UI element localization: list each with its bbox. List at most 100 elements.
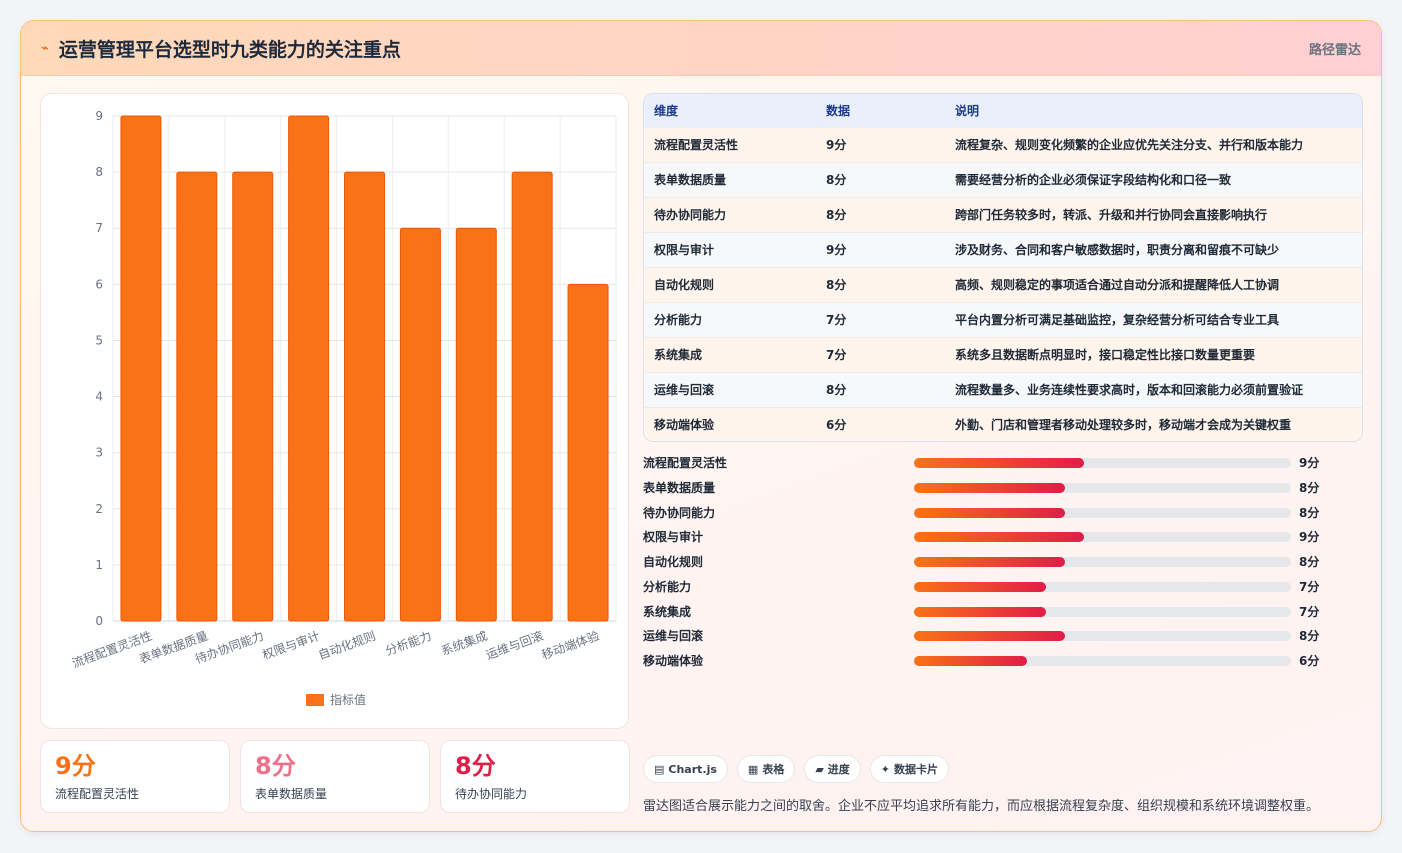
progress-fill <box>914 458 1084 468</box>
table-cell: 8分 <box>826 383 847 397</box>
table-cell: 涉及财务、合同和客户敏感数据时，职责分离和留痕不可缺少 <box>955 243 1280 257</box>
tag-pills: ▤ Chart.js ▦ 表格 ▰ 进度 ✦ 数据卡片 <box>643 755 950 783</box>
table-row: 移动端体验 6分 外勤、门店和管理者移动处理较多时，移动端才会成为关键权重 <box>644 407 1362 441</box>
table-cell: 自动化规则 <box>654 278 715 292</box>
progress-track <box>914 656 1291 666</box>
stat-value: 9分 <box>55 752 96 780</box>
stat-label: 流程配置灵活性 <box>55 787 140 801</box>
legend-swatch <box>306 694 324 706</box>
table-cell: 7分 <box>826 313 847 327</box>
y-tick-label: 8 <box>95 165 103 179</box>
table-cell: 6分 <box>826 418 847 433</box>
progress-label: 自动化规则 <box>643 555 704 569</box>
progress-track <box>914 532 1291 543</box>
table-cell: 平台内置分析可满足基础监控，复杂经营分析可结合专业工具 <box>955 313 1280 327</box>
x-tick-label: 分析能力 <box>384 629 434 659</box>
stat-value: 8分 <box>455 752 496 780</box>
tag-pill-label: Chart.js <box>668 762 717 776</box>
progress-row: 分析能力 7分 <box>643 575 1363 600</box>
progress-row: 流程配置灵活性 9分 <box>643 451 1363 476</box>
progress-track <box>914 458 1291 468</box>
tag-pill[interactable]: ▦ 表格 <box>736 755 796 783</box>
y-tick-label: 7 <box>95 221 103 235</box>
table-row: 运维与回滚 8分 流程数量多、业务连续性要求高时，版本和回滚能力必须前置验证 <box>644 372 1362 407</box>
tag-pill[interactable]: ✦ 数据卡片 <box>869 755 950 783</box>
tag-pill-label: 表格 <box>762 763 785 776</box>
y-tick-label: 2 <box>95 502 103 516</box>
tag-pill-label: 进度 <box>827 763 850 776</box>
progress-track <box>914 482 1291 493</box>
bar-chart-panel: 0 1 2 3 4 5 6 7 8 9 流程配置灵活性 表单数据质量 待办协同能力 权限与审计 自动化规则分… <box>40 93 629 729</box>
progress-fill <box>914 532 1084 543</box>
progress-value: 8分 <box>1299 505 1320 520</box>
bar <box>176 171 218 622</box>
progress-fill <box>914 581 1046 592</box>
legend-label: 指标值 <box>330 692 366 707</box>
progress-value: 7分 <box>1299 579 1320 594</box>
table-cell: 系统集成 <box>654 348 703 362</box>
stat-label: 表单数据质量 <box>255 787 328 801</box>
stat-label: 待办协同能力 <box>455 787 528 801</box>
table-cell: 权限与审计 <box>654 243 715 257</box>
progress-track <box>914 631 1291 642</box>
x-tick-label: 权限与审计 <box>260 628 322 663</box>
table-cell: 运维与回滚 <box>654 383 715 397</box>
progress-fill <box>914 557 1065 567</box>
table-row: 分析能力 7分 平台内置分析可满足基础监控，复杂经营分析可结合专业工具 <box>644 302 1362 337</box>
progress-track <box>914 581 1291 592</box>
table-cell: 9分 <box>826 138 847 152</box>
bar-chart: 0123456789流程配置灵活性表单数据质量待办协同能力权限与审计自动化规则分… <box>70 109 617 707</box>
table-header-row: 维度 数据 说明 <box>644 94 1362 127</box>
header: ⌁ 运营管理平台选型时九类能力的关注重点 路径雷达 <box>21 21 1381 76</box>
bar <box>399 227 441 622</box>
table-icon: ▦ <box>747 762 759 776</box>
table-cell: 7分 <box>826 348 847 362</box>
table-cell: 表单数据质量 <box>654 173 727 187</box>
tag-pill[interactable]: ▤ Chart.js <box>643 755 728 783</box>
progress-label: 系统集成 <box>643 604 692 619</box>
table-cell: 8分 <box>826 173 847 187</box>
x-tick-label: 自动化规则 <box>316 628 378 663</box>
progress-label: 分析能力 <box>643 579 692 594</box>
table-cell: 流程配置灵活性 <box>654 138 739 152</box>
table-cell: 系统多且数据断点明显时，接口稳定性比接口数量更重要 <box>955 348 1256 362</box>
zap-icon: ⌁ <box>41 40 49 56</box>
column-header: 维度 <box>654 103 679 118</box>
progress-row: 表单数据质量 8分 <box>643 476 1363 501</box>
table-cell: 流程复杂、规则变化频繁的企业应优先关注分支、并行和版本能力 <box>955 138 1304 152</box>
y-tick-label: 3 <box>95 446 103 460</box>
header-tag: 路径雷达 <box>1308 42 1361 58</box>
progress-fill <box>914 631 1065 642</box>
bar <box>455 227 497 622</box>
page-title: 运营管理平台选型时九类能力的关注重点 <box>58 38 401 61</box>
progress-value: 7分 <box>1299 604 1320 619</box>
y-tick-label: 6 <box>95 277 103 291</box>
y-tick-label: 4 <box>95 390 103 404</box>
progress-row: 运维与回滚 8分 <box>643 624 1363 649</box>
table-row: 表单数据质量 8分 需要经营分析的企业必须保证字段结构化和口径一致 <box>644 162 1362 197</box>
tag-pill[interactable]: ▰ 进度 <box>804 755 861 783</box>
bar <box>344 171 385 622</box>
table-row: 自动化规则 8分 高频、规则稳定的事项适合通过自动分派和提醒降低人工协调 <box>644 267 1362 302</box>
progress-label: 待办协同能力 <box>643 505 716 520</box>
bar <box>567 283 609 622</box>
bar <box>232 171 274 622</box>
y-tick-label: 1 <box>95 558 103 572</box>
table-row: 流程配置灵活性 9分 流程复杂、规则变化频繁的企业应优先关注分支、并行和版本能力 <box>644 127 1362 162</box>
progress-track <box>914 557 1291 567</box>
progress-icon: ▰ <box>815 762 824 776</box>
bar <box>288 115 330 622</box>
footer-note: 雷达图适合展示能力之间的取舍。企业不应平均追求所有能力，而应根据流程复杂度、组织… <box>643 799 1320 814</box>
progress-fill <box>914 606 1046 617</box>
x-tick-label: 移动端体验 <box>540 628 602 663</box>
table-row: 系统集成 7分 系统多且数据断点明显时，接口稳定性比接口数量更重要 <box>644 337 1362 372</box>
progress-fill <box>914 656 1028 666</box>
progress-row: 移动端体验 6分 <box>643 649 1363 674</box>
progress-list: 流程配置灵活性 9分 表单数据质量 8分 待办协同能力 8分 权限与审计 9分 自动化规则 8分分… <box>643 451 1363 674</box>
data-table: 维度 数据 说明 流程配置灵活性 9分 流程复杂、规则变化频繁的企业应优先关注分支、并行… <box>643 93 1363 442</box>
progress-value: 8分 <box>1299 480 1320 495</box>
progress-row: 系统集成 7分 <box>643 600 1363 625</box>
progress-label: 表单数据质量 <box>643 480 716 495</box>
table-cell: 移动端体验 <box>654 418 715 433</box>
stat-value: 8分 <box>255 752 296 780</box>
